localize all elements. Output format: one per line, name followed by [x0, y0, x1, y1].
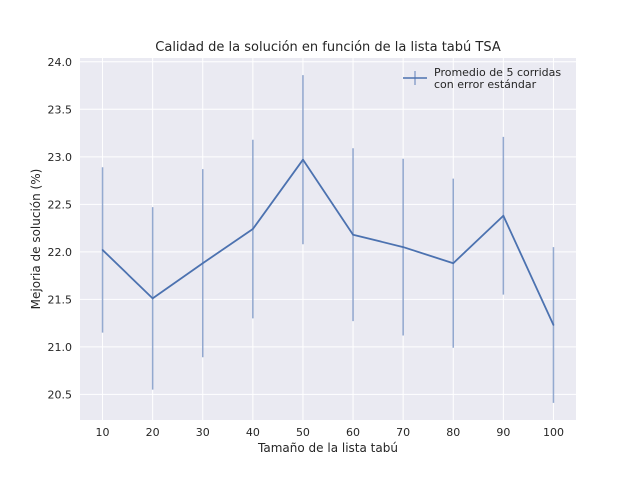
y-tick-label: 24.0	[48, 56, 73, 69]
y-tick-label: 22.5	[48, 198, 73, 211]
data-point	[151, 297, 154, 300]
legend-label: Promedio de 5 corridas con error estándar	[434, 66, 561, 91]
series-line	[101, 158, 555, 326]
x-tick-label: 90	[496, 426, 510, 439]
y-tick-label: 22.0	[48, 246, 73, 259]
data-point	[201, 262, 204, 265]
x-tick-label: 50	[296, 426, 310, 439]
x-tick-labels: 10 20 30 40 50 60 70 80 90 100	[96, 426, 564, 439]
data-point	[101, 249, 104, 251]
y-tick-labels: 20.5 21.0 21.5 22.0 22.5 23.0 23.5 24.0	[48, 56, 73, 402]
x-axis-label: Tamaño de la lista tabú	[257, 441, 398, 455]
legend-label-line: con error estándar	[434, 78, 537, 91]
series-line-group	[101, 158, 555, 326]
y-tick-label: 20.5	[48, 388, 73, 401]
data-point	[302, 158, 304, 161]
data-point	[402, 246, 404, 248]
y-tick-label: 21.0	[48, 341, 73, 354]
x-tick-label: 80	[446, 426, 460, 439]
x-tick-label: 10	[96, 426, 110, 439]
legend: Promedio de 5 corridas con error estándar	[403, 66, 561, 91]
x-tick-label: 30	[196, 426, 210, 439]
x-tick-label: 60	[346, 426, 360, 439]
plot-background	[80, 58, 576, 420]
data-point	[352, 233, 354, 236]
legend-label-line: Promedio de 5 corridas	[434, 66, 561, 79]
data-point	[552, 324, 555, 326]
y-tick-label: 21.5	[48, 293, 73, 306]
y-axis-label: Mejoria de solución (%)	[29, 169, 43, 310]
x-tick-label: 40	[246, 426, 260, 439]
y-tick-label: 23.5	[48, 103, 73, 116]
x-tick-label: 20	[146, 426, 160, 439]
data-point	[252, 228, 254, 230]
x-tick-label: 70	[396, 426, 410, 439]
grid	[80, 58, 576, 420]
y-tick-label: 23.0	[48, 151, 73, 164]
data-point	[502, 214, 505, 217]
x-tick-label: 100	[543, 426, 564, 439]
data-point	[452, 262, 455, 265]
chart-title: Calidad de la solución en función de la …	[155, 40, 501, 55]
